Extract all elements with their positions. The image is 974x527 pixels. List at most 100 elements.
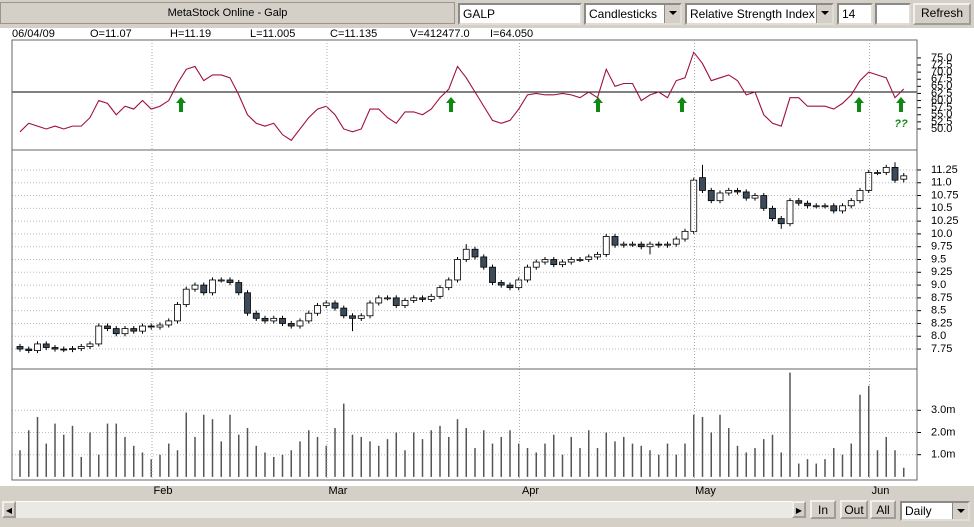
candle-body [322,302,330,306]
second-input[interactable] [875,3,911,25]
chart-style-value: Candlesticks [589,7,658,21]
candle-body [847,200,855,207]
y-tick-label: 10.75 [931,189,959,201]
volume-bar [150,459,152,477]
volume-bar [675,454,677,477]
candle-body [541,259,549,263]
chart-area: 06/04/09 O=11.07 H=11.19 L=11.005 C=11.135 V=… [0,28,974,497]
candle-body [690,179,698,232]
annotation: ?? [894,118,908,130]
y-tick-label: 3.0m [931,404,955,416]
candle-body [611,236,619,246]
candle-body [34,343,41,351]
candle-body [891,166,899,181]
volume-bar [824,459,826,477]
volume-bar [369,441,371,477]
period-input[interactable]: 14 [837,3,873,25]
volume-bar [806,459,809,477]
candle-body [314,305,321,314]
y-tick-label: 9.5 [931,253,946,265]
volume-bar [343,403,345,477]
volume-bar [693,414,695,477]
volume-bar [544,443,546,477]
y-tick-label: 8.5 [931,305,946,317]
rsi-line [19,51,905,142]
candle-body [830,205,838,212]
candle-body [252,312,260,319]
y-tick-label: 10.5 [931,202,952,214]
candle-body [112,328,120,335]
candle-body [139,325,146,332]
refresh-button[interactable]: Refresh [913,3,971,25]
volume-bar [570,436,572,477]
volume-bar [98,454,100,477]
y-tick-label: 75.0 [931,52,952,64]
volume-bar [395,432,397,477]
candle-body [769,207,776,219]
volume-bar [89,432,91,477]
candle-body [331,302,339,309]
volume-bar [596,448,599,477]
volume-bar [561,454,564,477]
volume-bar [430,430,432,477]
candle-body [637,243,645,248]
volume-bar [876,450,879,477]
volume-bar [334,428,336,477]
volume-bar [176,450,179,477]
volume-bar [553,434,555,477]
scroll-track[interactable] [16,501,792,518]
interval-select[interactable]: Daily [900,501,970,521]
candle-body [16,346,24,350]
candle-body [532,261,540,268]
scroll-left[interactable]: ◀ [2,501,16,518]
y-tick-label: 8.75 [931,292,952,304]
zoom-button[interactable]: In [810,500,836,519]
volume-bar [465,428,467,477]
y-tick-label: 72.5 [931,59,952,71]
signal-arrows [176,97,906,112]
volume-bar [19,450,21,477]
volume-bar [71,425,74,477]
candle-body [182,288,190,305]
candle-body [51,347,59,350]
arrow [677,97,687,112]
volume-bar [115,423,117,477]
zoom-button[interactable]: Out [840,500,868,519]
candle-body [655,243,663,246]
candle-body [567,259,575,263]
candle-body [585,256,593,260]
candle-body [515,279,523,289]
candle-body [594,253,601,258]
indicator-select[interactable]: Relative Strength Index [685,3,834,25]
volume-bar [771,434,774,477]
zoom-button[interactable]: All [870,500,896,519]
candle-body [287,323,295,327]
candle-body [664,243,671,246]
volume-bar [649,450,651,477]
candle-body [357,315,365,319]
volume-bar [28,430,30,477]
candle-body [69,348,76,350]
volume-bar [194,436,196,477]
candle-body [427,295,435,300]
candle-body [900,175,908,180]
candle-body [725,190,733,194]
info-value: C=11.135 [330,28,377,40]
chart-style-select[interactable]: Candlesticks [584,3,682,25]
scroll-right[interactable]: ▶ [792,501,806,518]
symbol-input[interactable]: GALP [458,3,582,25]
volume-bar [833,448,835,477]
candle-body [506,284,514,289]
candle-body [270,317,278,322]
y-tick-label: 8.25 [931,317,952,329]
volume-bar [868,385,870,477]
y-tick-label: 57.5 [931,102,952,114]
volume-bar [483,430,485,477]
candle-body [707,190,715,202]
volume-bar [421,439,424,477]
candle-body [226,279,234,283]
y-tick-label: 7.75 [931,343,952,355]
title-bar: MetaStock Online - Galp [0,2,455,24]
volume-bar [754,448,756,477]
